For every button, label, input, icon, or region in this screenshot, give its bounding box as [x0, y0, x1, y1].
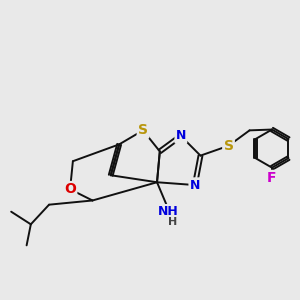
Text: S: S [138, 123, 148, 137]
Text: N: N [190, 178, 200, 192]
Text: H: H [168, 217, 177, 226]
Text: N: N [176, 130, 186, 142]
Text: F: F [267, 171, 277, 185]
Text: NH: NH [158, 205, 178, 218]
Text: S: S [224, 139, 233, 153]
Text: O: O [64, 182, 76, 196]
